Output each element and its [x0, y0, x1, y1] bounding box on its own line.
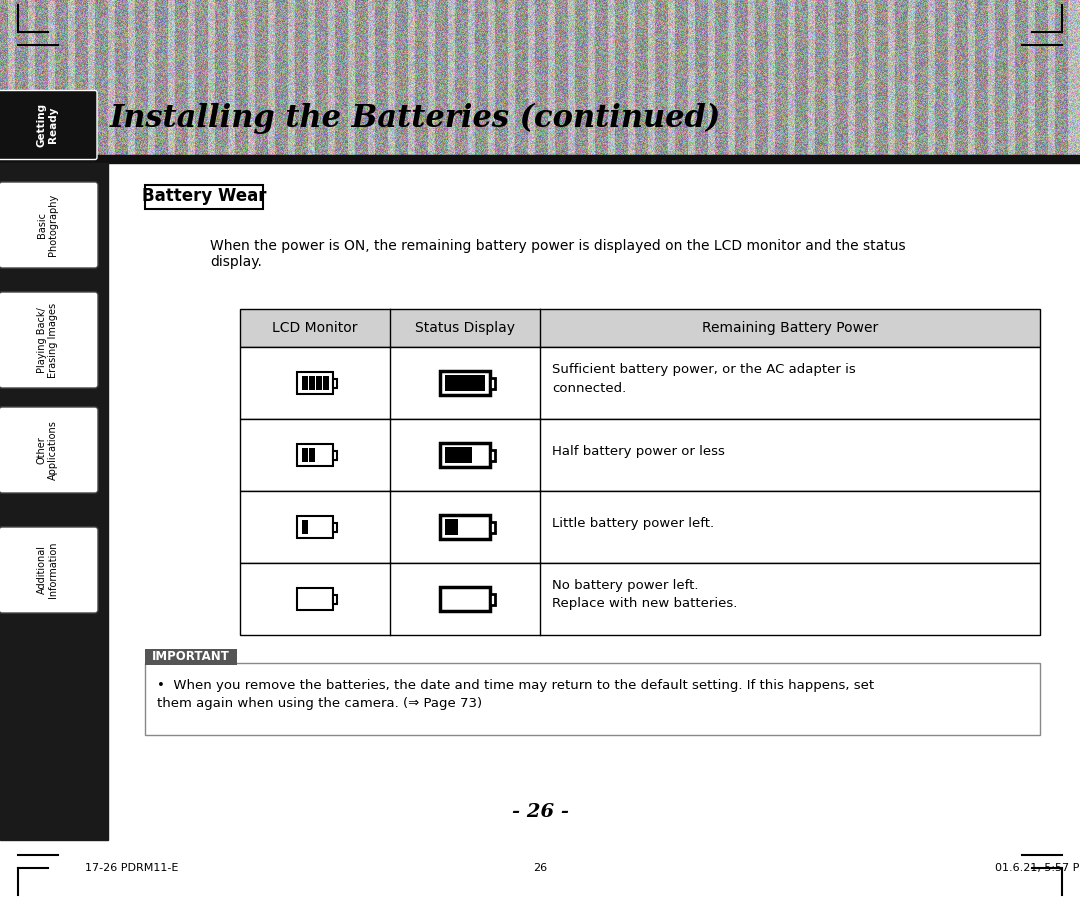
Bar — [333, 451, 337, 460]
Bar — [333, 595, 337, 604]
Bar — [240, 309, 1040, 347]
Bar — [333, 379, 337, 388]
FancyBboxPatch shape — [0, 292, 98, 388]
Bar — [145, 649, 237, 665]
Text: Additional
Information: Additional Information — [37, 542, 58, 598]
Bar — [301, 376, 308, 390]
Text: Getting
Ready: Getting Ready — [37, 103, 58, 147]
Bar — [297, 444, 333, 466]
Bar — [445, 375, 485, 391]
Text: Basic
Photography: Basic Photography — [37, 194, 58, 256]
FancyBboxPatch shape — [0, 182, 98, 268]
Bar — [145, 663, 1040, 735]
Text: LCD Monitor: LCD Monitor — [272, 321, 357, 335]
Text: When the power is ON, the remaining battery power is displayed on the LCD monito: When the power is ON, the remaining batt… — [210, 239, 906, 269]
Text: Sufficient battery power, or the AC adapter is
connected.: Sufficient battery power, or the AC adap… — [552, 364, 855, 394]
Bar — [240, 563, 1040, 635]
Text: Battery Wear: Battery Wear — [141, 187, 267, 205]
Bar — [0, 155, 1080, 163]
Text: •  When you remove the batteries, the date and time may return to the default se: • When you remove the batteries, the dat… — [157, 679, 874, 710]
Bar — [440, 515, 490, 539]
Bar — [490, 593, 495, 605]
Bar — [440, 443, 490, 467]
Text: 01.6.21, 5:57 PM: 01.6.21, 5:57 PM — [995, 863, 1080, 873]
Bar — [490, 521, 495, 533]
Text: No battery power left.
Replace with new batteries.: No battery power left. Replace with new … — [552, 580, 738, 610]
Bar — [240, 419, 1040, 491]
Bar — [297, 516, 333, 538]
Bar — [440, 587, 490, 611]
Bar — [333, 523, 337, 532]
Bar — [490, 377, 495, 389]
Bar — [445, 447, 472, 463]
FancyBboxPatch shape — [0, 407, 98, 493]
Bar — [297, 372, 333, 394]
Text: 17-26 PDRM11-E: 17-26 PDRM11-E — [85, 863, 178, 873]
Text: - 26 -: - 26 - — [512, 803, 568, 821]
Bar — [309, 376, 314, 390]
FancyBboxPatch shape — [0, 527, 98, 613]
Bar — [0, 163, 108, 840]
Bar — [301, 520, 308, 534]
Text: Playing Back/
Erasing Images: Playing Back/ Erasing Images — [37, 302, 58, 378]
Text: Half battery power or less: Half battery power or less — [552, 445, 725, 457]
Bar — [145, 185, 264, 209]
Bar — [490, 449, 495, 461]
Text: Installing the Batteries (continued): Installing the Batteries (continued) — [110, 103, 721, 134]
Text: Remaining Battery Power: Remaining Battery Power — [702, 321, 878, 335]
Bar — [309, 448, 314, 462]
FancyBboxPatch shape — [0, 91, 97, 159]
Bar — [297, 588, 333, 610]
Bar — [240, 347, 1040, 419]
Text: Status Display: Status Display — [415, 321, 515, 335]
Bar — [301, 448, 308, 462]
Bar — [315, 376, 322, 390]
Bar — [323, 376, 328, 390]
Bar — [240, 491, 1040, 563]
Bar — [445, 519, 458, 535]
Bar — [440, 371, 490, 395]
Text: Little battery power left.: Little battery power left. — [552, 517, 714, 529]
Text: IMPORTANT: IMPORTANT — [152, 651, 230, 663]
Text: 26: 26 — [532, 863, 548, 873]
Text: Other
Applications: Other Applications — [37, 420, 58, 480]
